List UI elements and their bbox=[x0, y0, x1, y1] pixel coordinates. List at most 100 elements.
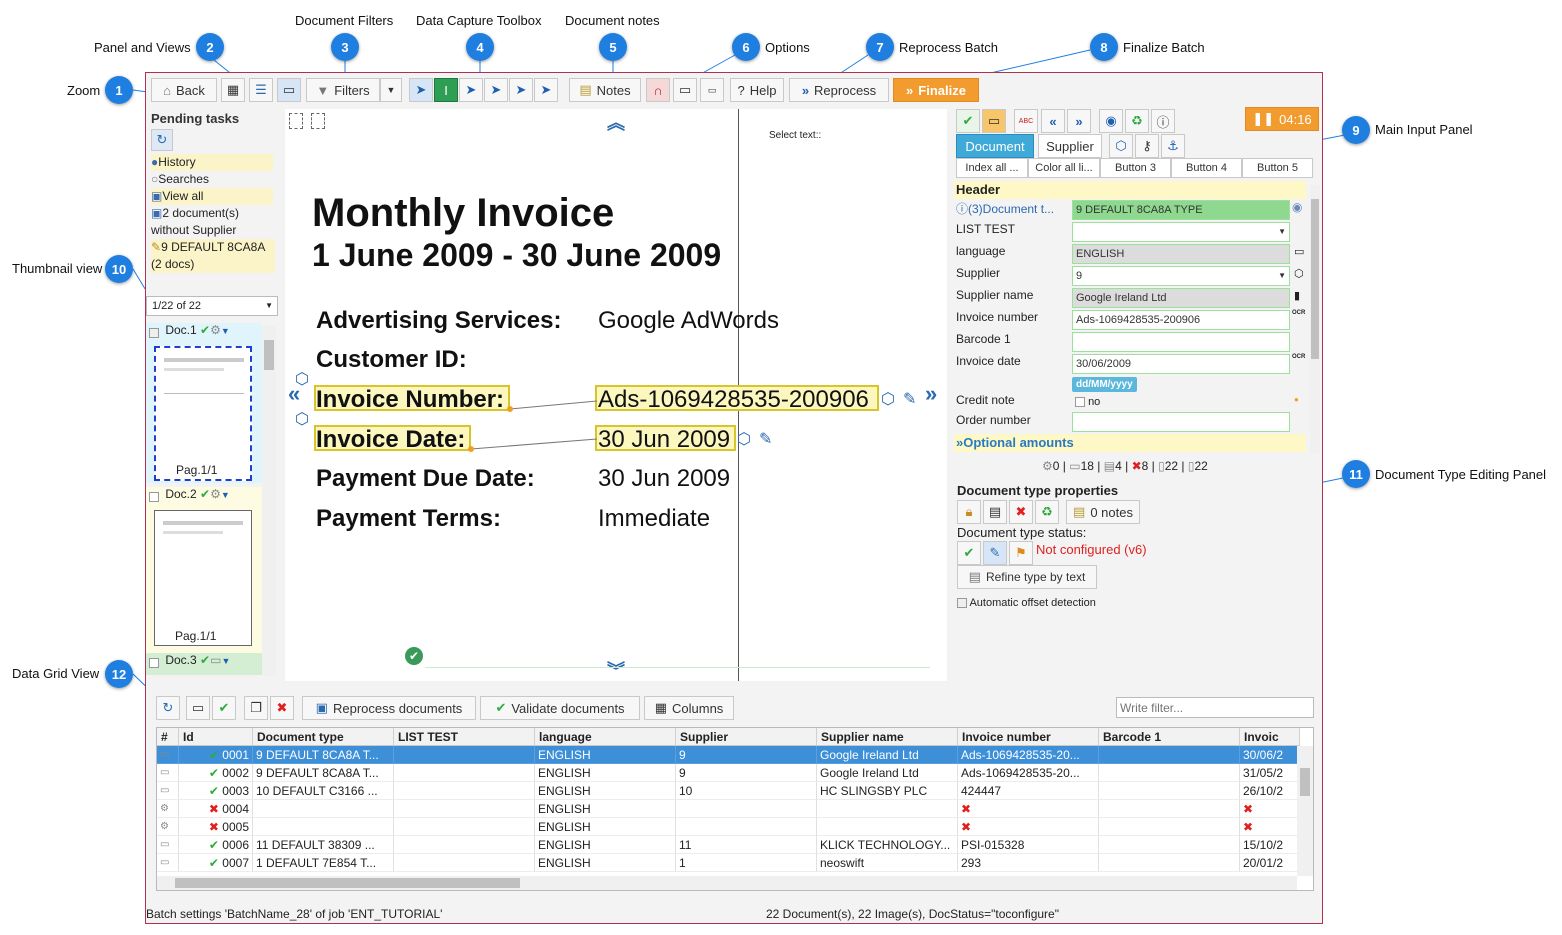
tag-icon[interactable]: ⬡ bbox=[737, 431, 751, 448]
scroll-down-icon[interactable]: ︾ bbox=[607, 661, 625, 681]
cell-id[interactable]: ✖ 0004 bbox=[179, 800, 253, 818]
page-select[interactable]: 1/22 of 22 ▼ bbox=[146, 296, 278, 316]
tag-button[interactable]: ⬡ bbox=[1109, 134, 1133, 158]
supplier-name-field[interactable]: Google Ireland Ltd bbox=[1072, 288, 1290, 308]
document-viewer[interactable]: ︽ Select text:: Monthly Invoice 1 June 2… bbox=[285, 109, 947, 681]
tag-icon[interactable]: ⬡ bbox=[295, 371, 309, 388]
cell-inv[interactable]: 293 bbox=[958, 854, 1099, 872]
cell-empty[interactable] bbox=[394, 746, 535, 764]
grid-validate-button[interactable]: ✔ bbox=[212, 696, 236, 720]
language-field[interactable]: ENGLISH bbox=[1072, 244, 1290, 264]
cell-date[interactable]: 20/01/2 bbox=[1240, 854, 1300, 872]
cell-type[interactable]: 10 DEFAULT C3166 ... bbox=[253, 782, 394, 800]
panel-view-button[interactable]: ▭ bbox=[277, 78, 301, 102]
keyboard-mode-button[interactable]: ▭ bbox=[982, 109, 1006, 133]
list-button[interactable]: ▤ bbox=[983, 500, 1007, 524]
task-doc-type[interactable]: ✎9 DEFAULT 8CA8A (2 docs) bbox=[151, 239, 275, 273]
grid-header-4[interactable]: language bbox=[535, 728, 676, 746]
cell-name[interactable]: HC SLINGSBY PLC bbox=[817, 782, 958, 800]
tag-icon[interactable]: ⬡ bbox=[1294, 268, 1304, 280]
barcode-field[interactable] bbox=[1072, 332, 1290, 352]
view-button[interactable]: ◉ bbox=[1099, 109, 1123, 133]
cell-name[interactable]: KLICK TECHNOLOGY... bbox=[817, 836, 958, 854]
cell-lang[interactable]: ENGLISH bbox=[535, 764, 676, 782]
order-number-field[interactable] bbox=[1072, 412, 1290, 432]
grid-header-2[interactable]: Document type bbox=[253, 728, 394, 746]
thumbnail-scrollbar[interactable] bbox=[262, 326, 276, 676]
data-grid[interactable]: # Id Document type LIST TEST language Supplie… bbox=[156, 727, 1314, 891]
zoom-fit-icon[interactable] bbox=[289, 113, 303, 129]
filters-button[interactable]: ▼ Filters bbox=[306, 78, 380, 102]
info-button[interactable]: ⓘ bbox=[1151, 109, 1175, 133]
cell-empty[interactable] bbox=[394, 854, 535, 872]
status-edit-button[interactable]: ✎ bbox=[983, 541, 1007, 565]
back-button[interactable]: ⌂ Back bbox=[151, 78, 217, 102]
cell-inv[interactable]: Ads-1069428535-20... bbox=[958, 746, 1099, 764]
validate-documents-button[interactable]: ✔ Validate documents bbox=[480, 696, 640, 720]
cell-name[interactable]: Google Ireland Ltd bbox=[817, 764, 958, 782]
cell-inv[interactable]: Ads-1069428535-20... bbox=[958, 764, 1099, 782]
pin-icon[interactable]: ✎ bbox=[759, 431, 773, 448]
status-flag-button[interactable]: ⚑ bbox=[1009, 541, 1033, 565]
reprocess-button[interactable]: » Reprocess bbox=[789, 78, 889, 102]
cell-type[interactable]: 11 DEFAULT 38309 ... bbox=[253, 836, 394, 854]
doc-type-field[interactable]: 9 DEFAULT 8CA8A TYPE bbox=[1072, 200, 1290, 220]
cell-lang[interactable]: ENGLISH bbox=[535, 836, 676, 854]
grid-copy-button[interactable]: ❐ bbox=[244, 696, 268, 720]
cell-empty[interactable] bbox=[1099, 854, 1240, 872]
grid-header-6[interactable]: Supplier name bbox=[817, 728, 958, 746]
cell-sup[interactable] bbox=[676, 800, 817, 818]
cell-name[interactable]: Google Ireland Ltd bbox=[817, 746, 958, 764]
cell-id[interactable]: ✔ 0002 bbox=[179, 764, 253, 782]
invoice-date-label-box[interactable] bbox=[314, 425, 471, 451]
tag-icon[interactable]: ⬡ bbox=[881, 391, 895, 408]
grid-view-button[interactable]: ▦ bbox=[221, 78, 245, 102]
barcode-icon[interactable]: ▮ bbox=[1294, 290, 1301, 302]
finalize-button[interactable]: » Finalize bbox=[893, 78, 979, 102]
invoice-number-label-box[interactable] bbox=[314, 385, 510, 411]
index-all-button[interactable]: Index all ... bbox=[956, 158, 1028, 178]
cell-name[interactable]: neoswift bbox=[817, 854, 958, 872]
cell-type[interactable]: 1 DEFAULT 7E854 T... bbox=[253, 854, 394, 872]
help-button[interactable]: ? Help bbox=[730, 78, 784, 102]
reprocess-documents-button[interactable]: ▣ Reprocess documents bbox=[302, 696, 476, 720]
cell-lang[interactable]: ENGLISH bbox=[535, 782, 676, 800]
cell-empty[interactable] bbox=[394, 782, 535, 800]
refresh-tasks-button[interactable]: ↻ bbox=[151, 129, 173, 151]
recycle-button[interactable]: ♻ bbox=[1035, 500, 1059, 524]
cell-type[interactable]: 9 DEFAULT 8CA8A T... bbox=[253, 746, 394, 764]
cell-sup[interactable]: 1 bbox=[676, 854, 817, 872]
cell-name[interactable] bbox=[817, 800, 958, 818]
validate-all-button[interactable]: ✔ bbox=[956, 109, 980, 133]
grid-vertical-scrollbar[interactable] bbox=[1297, 746, 1313, 876]
grid-header-3[interactable]: LIST TEST bbox=[394, 728, 535, 746]
grid-header-9[interactable]: Invoic bbox=[1240, 728, 1300, 746]
cell-date[interactable]: ✖ bbox=[1240, 818, 1300, 836]
grid-delete-button[interactable]: ✖ bbox=[270, 696, 294, 720]
invoice-date-field[interactable]: 30/06/2009 bbox=[1072, 354, 1290, 374]
cell-id[interactable]: ✔ 0001 bbox=[179, 746, 253, 764]
capture-tool-4-button[interactable]: ➤ bbox=[534, 78, 558, 102]
task-view-all[interactable]: ▣View all bbox=[151, 188, 273, 205]
cell-id[interactable]: ✔ 0006 bbox=[179, 836, 253, 854]
cell-sup[interactable]: 10 bbox=[676, 782, 817, 800]
cell-empty[interactable] bbox=[1099, 746, 1240, 764]
cell-lang[interactable]: ENGLISH bbox=[535, 818, 676, 836]
cell-empty[interactable] bbox=[394, 818, 535, 836]
cell-sup[interactable]: 11 bbox=[676, 836, 817, 854]
cell-date[interactable]: 31/05/2 bbox=[1240, 764, 1300, 782]
doc-2-checkbox[interactable] bbox=[149, 492, 159, 503]
status-validate-button[interactable]: ✔ bbox=[957, 541, 981, 565]
list-view-button[interactable]: ☰ bbox=[249, 78, 273, 102]
next-doc-button[interactable]: » bbox=[1067, 109, 1091, 133]
select-tool-button[interactable]: ➤ bbox=[409, 78, 433, 102]
filters-dropdown-button[interactable]: ▼ bbox=[380, 78, 402, 102]
thumbnail-doc-3[interactable]: Doc.3 ✔▭▼ bbox=[146, 653, 262, 675]
next-field-icon[interactable]: » bbox=[925, 381, 938, 406]
auto-offset-checkbox[interactable] bbox=[957, 598, 967, 609]
tab-document[interactable]: Document bbox=[956, 134, 1034, 158]
doc-3-checkbox[interactable] bbox=[149, 658, 159, 669]
doc-1-checkbox[interactable] bbox=[149, 328, 159, 339]
grid-keyboard-button[interactable]: ▭ bbox=[186, 696, 210, 720]
lock-button[interactable]: 🔒︎ bbox=[957, 500, 981, 524]
